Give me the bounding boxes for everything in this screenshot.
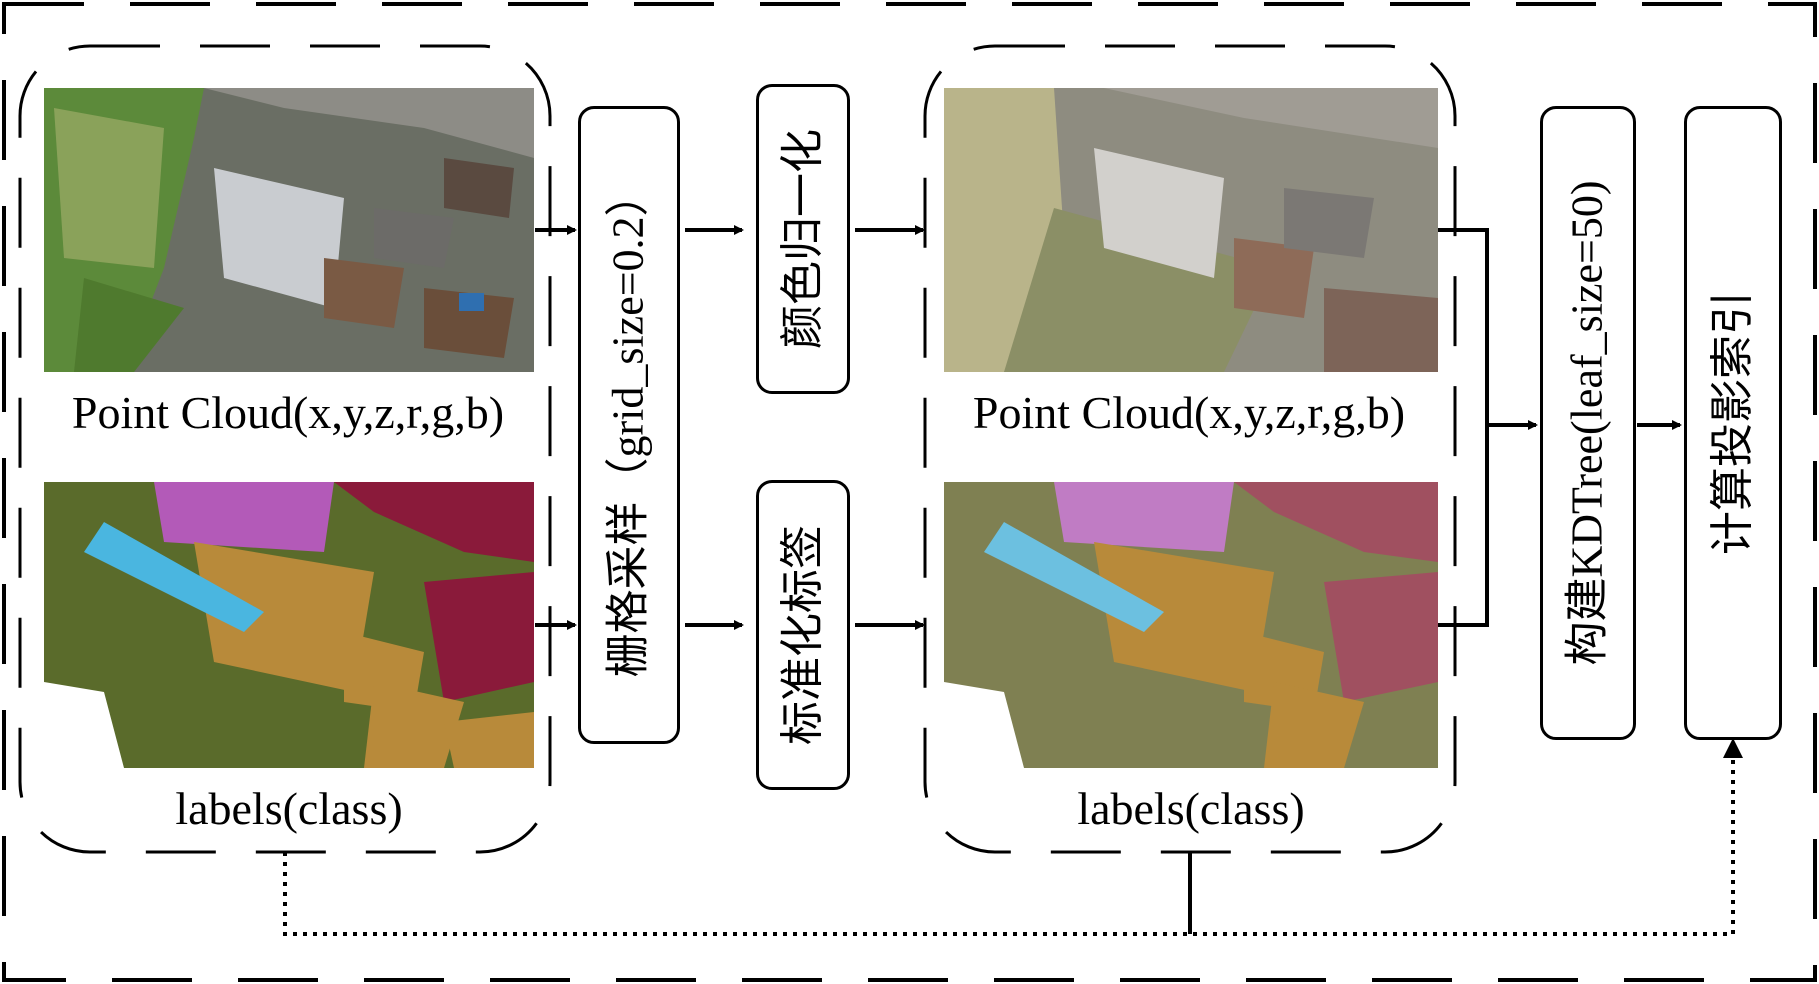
left-point-cloud-image [44,88,534,372]
right-labels-image [944,482,1438,768]
label-standardize-label: 标准化标签 [778,525,827,745]
grid-sampling-box: 栅格采样（grid_size=0.2） [578,106,680,744]
build-kdtree-box: 构建KDTree(leaf_size=50) [1540,106,1636,740]
color-normalize-label: 颜色归一化 [778,129,827,349]
left-point-cloud-label: Point Cloud(x,y,z,r,g,b) [71,387,505,438]
build-kdtree-label: 构建KDTree(leaf_size=50) [1563,180,1612,666]
label-standardize-box: 标准化标签 [756,480,850,790]
dotted-connector [283,752,1735,936]
right-point-cloud-label: Point Cloud(x,y,z,r,g,b) [972,387,1406,438]
color-normalize-box: 颜色归一化 [756,84,850,394]
dotted-arrowhead [1723,738,1743,758]
left-labels-image [44,482,534,768]
grid-sampling-label: 栅格采样（grid_size=0.2） [604,172,654,678]
right-point-cloud-image [944,88,1438,372]
connector-merge [1438,228,1489,627]
left-labels-label: labels(class) [175,783,403,834]
right-labels-label: labels(class) [1077,783,1305,834]
compute-projection-index-box: 计算投影索引 [1684,106,1782,740]
compute-projection-index-label: 计算投影索引 [1708,291,1757,555]
